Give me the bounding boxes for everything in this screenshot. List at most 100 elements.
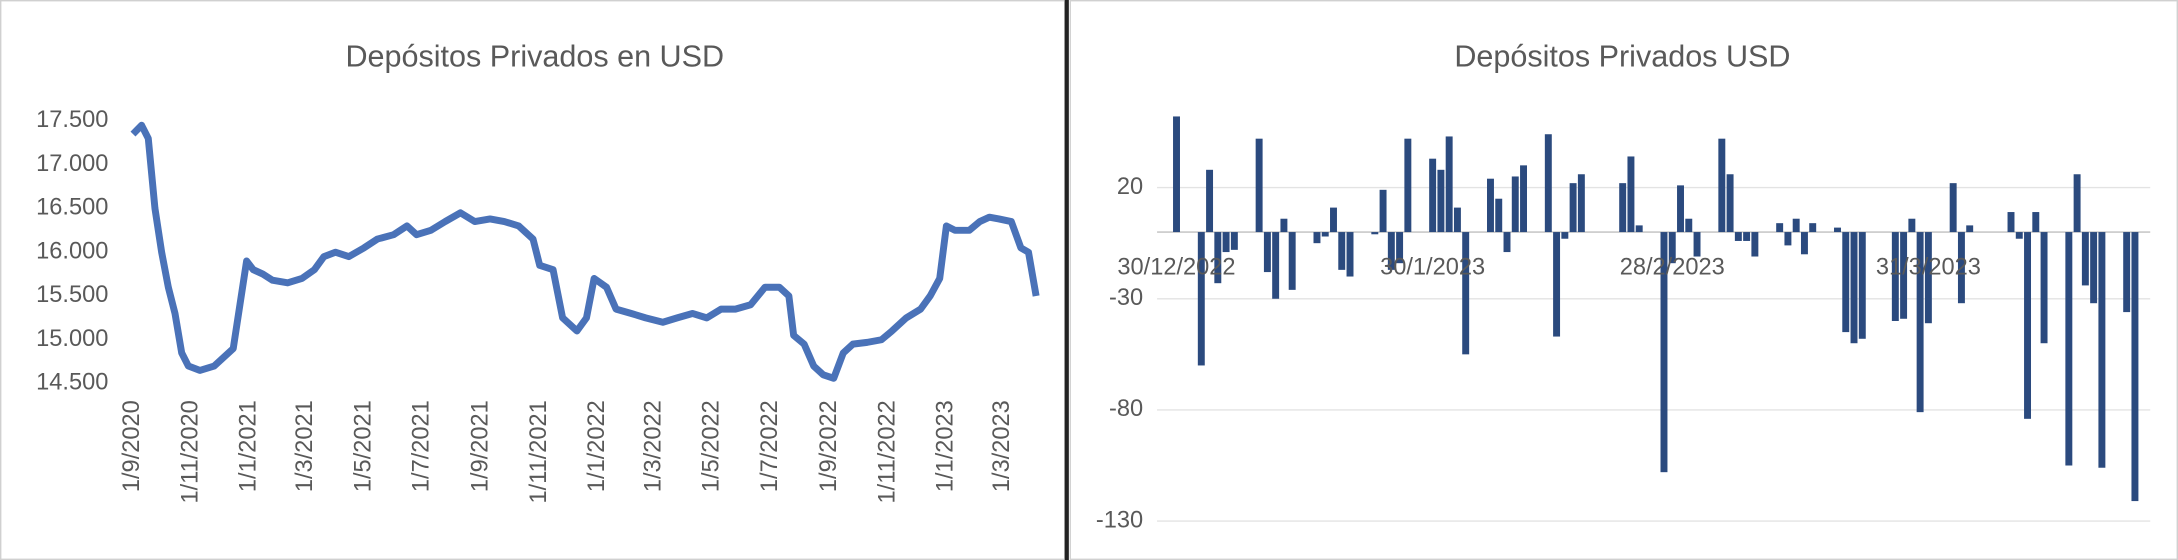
bar: [2015, 232, 2023, 239]
bar: [1693, 232, 1701, 257]
bar: [1660, 232, 1668, 473]
y-tick-label: -30: [1109, 285, 1143, 311]
x-tick-label: 1/3/2021: [292, 400, 318, 492]
y-tick-label: 20: [1117, 174, 1143, 200]
x-tick-label: 1/5/2022: [699, 400, 725, 492]
bar: [2040, 232, 2048, 344]
bar: [1379, 189, 1387, 233]
bar: [1173, 116, 1180, 233]
bar: [1916, 232, 1924, 413]
bar: [1404, 138, 1412, 233]
x-tick-label: 30/1/2023: [1380, 254, 1485, 280]
bar: [1429, 158, 1437, 233]
bar: [1561, 232, 1569, 239]
bar: [1272, 232, 1280, 299]
bar: [2081, 232, 2089, 286]
bar: [2131, 232, 2139, 502]
bar: [1197, 232, 1205, 366]
bar: [1230, 232, 1238, 250]
bar: [1900, 232, 1908, 319]
y-tick-label: 15.000: [36, 326, 108, 352]
bar: [1206, 169, 1214, 233]
bar: [1544, 134, 1552, 233]
bar: [1453, 207, 1461, 233]
bar: [1635, 225, 1643, 233]
bar: [1776, 223, 1784, 233]
bar: [1924, 232, 1932, 324]
bar: [1842, 232, 1850, 333]
x-tick-label: 1/3/2023: [989, 400, 1015, 492]
bar: [1288, 232, 1296, 290]
bar: [1577, 174, 1585, 233]
x-tick-label: 1/1/2023: [933, 400, 959, 492]
bar: [1834, 227, 1841, 233]
bar: [1891, 232, 1899, 321]
bar: [1792, 218, 1800, 233]
bar: [1553, 232, 1561, 337]
x-tick-label: 1/3/2022: [640, 400, 666, 492]
bar: [1520, 165, 1527, 233]
bar: [1718, 138, 1726, 233]
x-tick-label: 1/11/2020: [177, 400, 203, 503]
x-tick-label: 31/3/2023: [1876, 254, 1981, 280]
bar: [1511, 176, 1519, 233]
y-tick-label: -130: [1096, 507, 1143, 533]
bar: [1280, 218, 1288, 233]
y-tick-label: 17.500: [36, 107, 108, 133]
x-tick-label: 1/9/2022: [816, 400, 842, 492]
right-panel: [1069, 0, 2178, 560]
bar: [1743, 232, 1751, 241]
chart-title: Depósitos Privados USD: [1454, 39, 1790, 73]
left-panel: [0, 0, 1066, 560]
bar: [1751, 232, 1759, 257]
bar: [1957, 232, 1965, 304]
bar: [1338, 232, 1346, 270]
y-tick-label: 14.500: [36, 370, 108, 396]
x-tick-label: 1/7/2021: [409, 400, 435, 492]
bar: [1396, 232, 1404, 264]
bar: [1908, 218, 1916, 233]
bar: [2024, 232, 2032, 419]
x-tick-label: 1/9/2021: [468, 400, 494, 492]
bar: [1346, 232, 1354, 277]
bar: [1330, 207, 1337, 233]
x-tick-label: 1/9/2020: [119, 400, 145, 492]
x-tick-label: 1/1/2022: [584, 400, 610, 492]
bar: [1445, 136, 1453, 233]
bar: [1677, 185, 1684, 233]
bar: [1966, 225, 1974, 233]
bar: [2065, 232, 2073, 466]
bar: [1619, 183, 1627, 233]
x-tick-label: 1/1/2021: [236, 400, 262, 492]
x-tick-label: 30/12/2022: [1117, 254, 1235, 280]
bar: [1313, 232, 1321, 244]
bar: [1462, 232, 1470, 355]
bar: [2098, 232, 2106, 468]
bar: [1850, 232, 1858, 344]
data-line: [130, 121, 1040, 382]
bar: [1255, 138, 1263, 233]
y-tick-label: 17.000: [36, 151, 108, 177]
bar: [1371, 232, 1379, 235]
y-tick-label: 16.000: [36, 238, 108, 264]
bar: [2123, 232, 2131, 313]
bar: [1569, 183, 1577, 233]
bar: [2007, 212, 2015, 233]
bar: [2073, 174, 2081, 233]
x-tick-label: 28/2/2023: [1620, 254, 1725, 280]
bar: [1668, 232, 1676, 264]
bar: [1627, 156, 1635, 233]
y-tick-label: -80: [1109, 396, 1143, 422]
bar: [2032, 212, 2040, 233]
bar: [1321, 232, 1329, 237]
bar: [1214, 232, 1222, 284]
bar: [1437, 169, 1445, 233]
bar: [1387, 232, 1395, 270]
y-tick-label: 16.500: [36, 195, 108, 221]
x-tick-label: 1/11/2021: [526, 400, 552, 503]
x-tick-label: 1/7/2022: [757, 400, 783, 492]
y-tick-label: 15.500: [36, 282, 108, 308]
bar: [1734, 232, 1742, 241]
